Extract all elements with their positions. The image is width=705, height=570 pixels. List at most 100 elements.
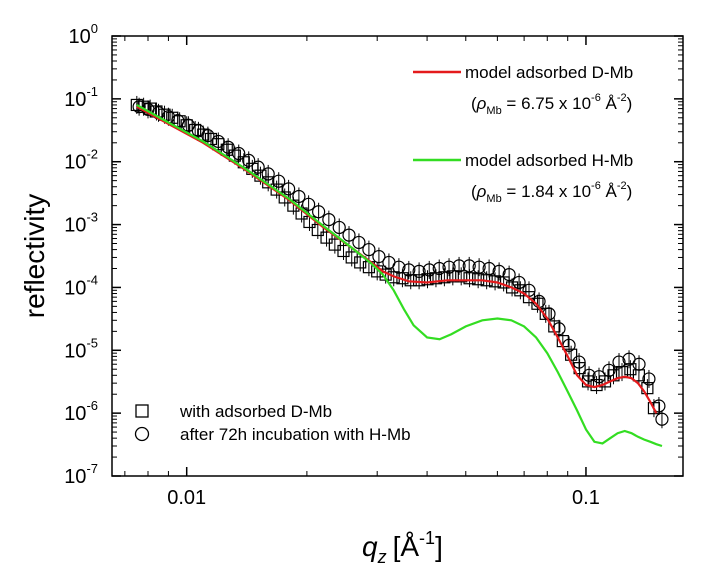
x-axis-title-var: q <box>362 531 378 562</box>
x-tick-label: 0.01 <box>167 487 206 509</box>
data-point-circle <box>512 275 526 290</box>
series-line-1 <box>136 103 663 448</box>
x-axis-title: qz [Å-1] <box>362 528 443 567</box>
data-point-circle <box>302 197 316 211</box>
legend-note-d-mb: (ρMb = 6.75 x 10-6 Å-2) <box>471 92 632 117</box>
legend-label-square: with adsorbed D-Mb <box>179 402 332 421</box>
y-tick-label-exp: -7 <box>86 461 98 476</box>
y-tick-label-base: 10 <box>69 26 91 48</box>
data-point-circle <box>632 357 646 371</box>
data-point-circle <box>232 146 246 161</box>
legend-label-d-mb: model adsorbed D-Mb <box>465 63 633 82</box>
y-tick-label: 10-1 <box>64 84 98 111</box>
data-point-circle <box>242 153 256 167</box>
data-point-circle <box>322 212 336 227</box>
y-tick-label-exp: -3 <box>86 210 98 225</box>
plot-frame <box>111 35 684 477</box>
data-point-circle <box>272 174 286 188</box>
y-tick-label-base: 10 <box>64 152 86 174</box>
data-point-circle <box>482 261 496 276</box>
data-point-circle <box>582 368 596 382</box>
data-point-circle <box>332 220 346 235</box>
data-point-circle <box>592 370 606 384</box>
data-point-square <box>446 270 459 283</box>
data-point-circle <box>251 160 265 174</box>
legend-marker-circle <box>134 426 150 442</box>
legend-note-h-mb: (ρMb = 1.84 x 10-6 Å-2) <box>471 180 632 205</box>
data-point-circle <box>452 259 466 273</box>
y-tick-label-exp: 0 <box>91 21 98 36</box>
data-point-circle <box>612 355 626 369</box>
data-point-square <box>455 270 468 283</box>
data-point-circle <box>282 182 296 196</box>
data-point-circle <box>602 363 616 377</box>
data-point-circle <box>201 129 215 143</box>
data-point-square <box>328 238 341 251</box>
data-point-circle <box>352 235 366 250</box>
data-point-circle <box>472 260 486 274</box>
legend-marker-square <box>135 404 149 418</box>
data-point-square <box>320 231 333 244</box>
data-point-circle <box>292 189 306 204</box>
y-tick-label: 10-7 <box>64 461 98 488</box>
data-point-circle <box>432 261 446 276</box>
data-point-circle <box>211 134 225 149</box>
legend: model adsorbed D-Mb (ρMb = 6.75 x 10-6 Å… <box>134 63 633 444</box>
y-tick-label-base: 10 <box>64 277 86 299</box>
data-point-circle <box>372 249 386 264</box>
x-axis-title-unit-close: ] <box>435 531 443 562</box>
y-tick-label: 10-4 <box>64 272 98 299</box>
data-point-circle <box>392 260 406 274</box>
data-point-circle <box>342 228 356 242</box>
y-tick-label: 10-3 <box>64 210 98 237</box>
y-tick-label-exp: -1 <box>86 84 98 99</box>
data-point-circle <box>132 100 146 114</box>
data-point-square <box>337 244 350 258</box>
data-point-square <box>278 191 291 204</box>
data-point-circle <box>221 140 235 154</box>
data-point-circle <box>462 259 476 273</box>
data-point-circle <box>362 242 376 257</box>
y-tick-label-exp: -4 <box>86 272 98 287</box>
y-axis-title: reflectivity <box>19 194 50 318</box>
y-tick-label-base: 10 <box>64 89 86 111</box>
data-point-circle <box>442 260 456 274</box>
data-point-circle <box>312 205 326 219</box>
data-point-square <box>505 281 519 294</box>
series-layer <box>130 95 669 448</box>
y-tick-label: 100 <box>69 21 98 48</box>
data-point-circle <box>261 167 275 181</box>
legend-label-h-mb: model adsorbed H-Mb <box>465 151 633 170</box>
x-axis-title-sub: z <box>377 547 387 567</box>
data-point-square <box>421 273 434 286</box>
data-point-circle <box>422 263 436 277</box>
y-tick-label: 10-5 <box>64 335 98 362</box>
y-tick-label-base: 10 <box>64 403 86 425</box>
data-point-square <box>531 297 544 310</box>
y-tick-label-exp: -5 <box>86 335 98 350</box>
y-tick-label: 10-6 <box>64 398 98 425</box>
data-point-circle <box>181 118 196 132</box>
x-axis-title-unit: [Å <box>393 531 420 562</box>
y-tick-label-exp: -2 <box>86 147 98 162</box>
y-tick-label-base: 10 <box>64 340 86 362</box>
data-point-circle <box>492 264 506 278</box>
y-tick-label: 10-2 <box>64 147 98 174</box>
data-point-square <box>130 98 143 112</box>
x-axis-title-unit-sup: -1 <box>419 528 435 548</box>
data-point-square <box>311 223 324 237</box>
data-point-circle <box>502 267 516 282</box>
x-tick-label: 0.1 <box>572 487 600 509</box>
data-point-square <box>429 272 443 285</box>
data-point-circle <box>572 355 586 369</box>
y-tick-label-base: 10 <box>64 215 86 237</box>
data-point-circle <box>412 264 426 278</box>
data-point-circle <box>402 263 416 277</box>
y-tick-label-base: 10 <box>64 466 86 488</box>
data-point-square <box>354 256 367 269</box>
y-tick-label-exp: -6 <box>86 398 98 413</box>
legend-label-circle: after 72h incubation with H-Mb <box>180 425 411 444</box>
